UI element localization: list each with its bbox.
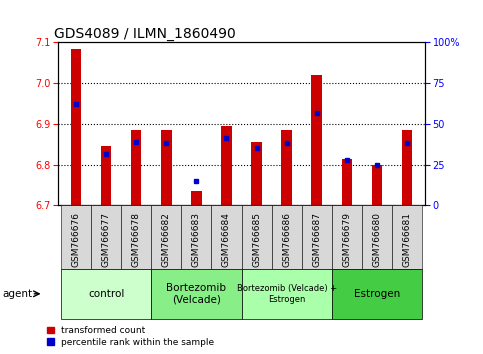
- Bar: [402, 130, 412, 205]
- Text: GSM766678: GSM766678: [132, 212, 141, 267]
- Bar: [332, 205, 362, 269]
- Bar: [302, 205, 332, 269]
- Bar: [91, 205, 121, 269]
- Bar: [61, 269, 151, 319]
- Bar: [242, 269, 332, 319]
- Text: Estrogen: Estrogen: [354, 289, 400, 299]
- Legend: transformed count, percentile rank within the sample: transformed count, percentile rank withi…: [43, 322, 218, 350]
- Bar: [392, 205, 422, 269]
- Text: GSM766679: GSM766679: [342, 212, 351, 267]
- Text: GSM766677: GSM766677: [101, 212, 111, 267]
- Text: GDS4089 / ILMN_1860490: GDS4089 / ILMN_1860490: [54, 28, 236, 41]
- Bar: [371, 165, 382, 205]
- Bar: [312, 75, 322, 205]
- Text: GSM766686: GSM766686: [282, 212, 291, 267]
- Text: GSM766676: GSM766676: [71, 212, 81, 267]
- Bar: [101, 146, 112, 205]
- Text: GSM766682: GSM766682: [162, 212, 171, 267]
- Bar: [251, 142, 262, 205]
- Text: Bortezomib (Velcade) +
Estrogen: Bortezomib (Velcade) + Estrogen: [237, 284, 337, 303]
- Bar: [242, 205, 271, 269]
- Text: Bortezomib
(Velcade): Bortezomib (Velcade): [166, 283, 227, 305]
- Bar: [221, 126, 232, 205]
- Text: GSM766683: GSM766683: [192, 212, 201, 267]
- Bar: [151, 205, 181, 269]
- Text: GSM766685: GSM766685: [252, 212, 261, 267]
- Bar: [61, 205, 91, 269]
- Bar: [341, 159, 352, 205]
- Bar: [161, 130, 171, 205]
- Text: GSM766684: GSM766684: [222, 212, 231, 267]
- Bar: [271, 205, 302, 269]
- Bar: [71, 48, 81, 205]
- Text: GSM766681: GSM766681: [402, 212, 412, 267]
- Bar: [181, 205, 212, 269]
- Text: GSM766680: GSM766680: [372, 212, 382, 267]
- Bar: [191, 191, 201, 205]
- Text: agent: agent: [2, 289, 32, 299]
- Bar: [362, 205, 392, 269]
- Bar: [121, 205, 151, 269]
- Bar: [212, 205, 242, 269]
- Bar: [151, 269, 242, 319]
- Bar: [332, 269, 422, 319]
- Text: GSM766687: GSM766687: [312, 212, 321, 267]
- Bar: [282, 130, 292, 205]
- Text: control: control: [88, 289, 124, 299]
- Bar: [131, 130, 142, 205]
